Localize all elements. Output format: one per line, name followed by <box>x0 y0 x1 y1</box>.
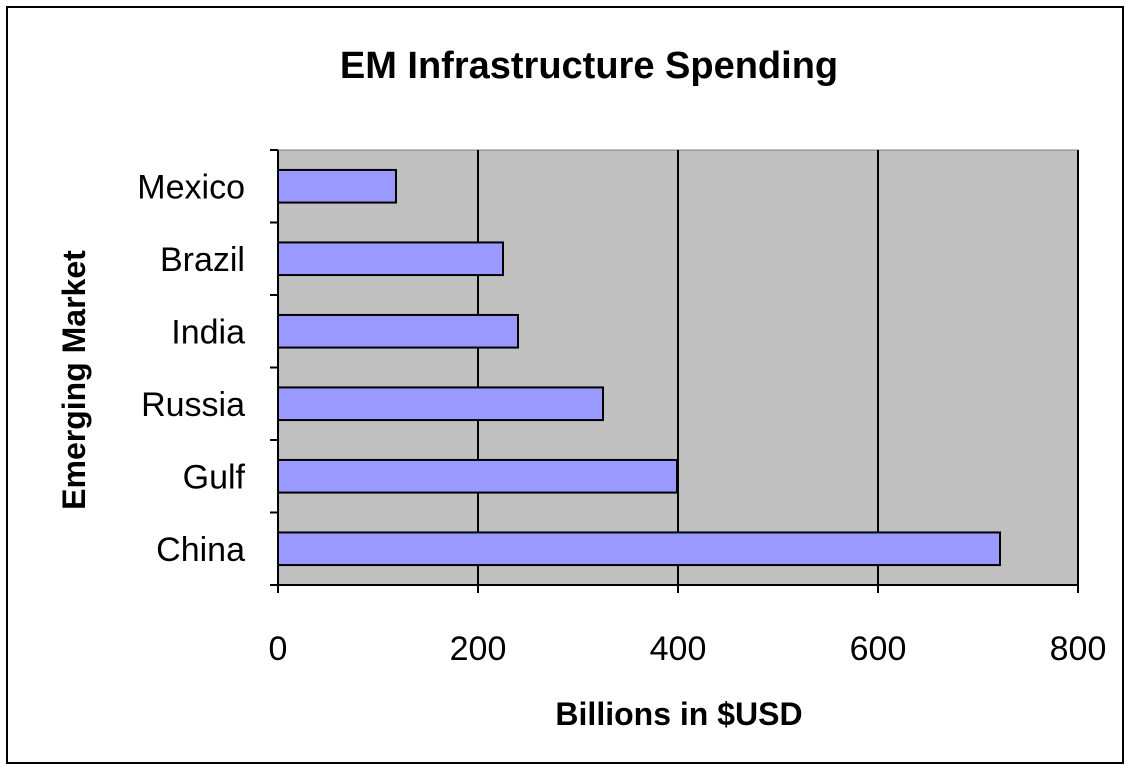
x-tick-label-600: 600 <box>850 630 907 668</box>
x-tick-labels: 0 200 400 600 800 <box>269 630 1107 668</box>
bar-india <box>277 313 519 349</box>
x-tick-label-800: 800 <box>1050 630 1107 668</box>
gridlines <box>477 150 1079 585</box>
y-tick-label-mexico: Mexico <box>137 168 245 206</box>
bar-chart: EM Infrastructure Spending Mexico Brazil I… <box>56 45 1107 732</box>
axes <box>270 149 1079 593</box>
y-tick-label-brazil: Brazil <box>160 241 245 279</box>
y-tick-label-gulf: Gulf <box>183 458 246 496</box>
x-tick-label-200: 200 <box>450 630 507 668</box>
bar-brazil <box>277 241 504 277</box>
bar-gulf <box>277 458 678 494</box>
x-tick-label-0: 0 <box>269 630 288 668</box>
plot-area: Mexico Brazil India Russia Gulf China 0 200 400… <box>137 149 1107 668</box>
bar-mexico <box>277 168 397 204</box>
chart-frame: EM Infrastructure Spending Mexico Brazil I… <box>6 6 1124 764</box>
y-tick-label-china: China <box>156 531 245 569</box>
x-axis-title: Billions in $USD <box>555 696 802 732</box>
bar-russia <box>277 386 604 422</box>
bars <box>277 168 1001 567</box>
y-tick-label-india: India <box>171 313 245 351</box>
y-axis-title: Emerging Market <box>56 250 92 510</box>
bar-china <box>277 531 1001 567</box>
x-tick-label-400: 400 <box>650 630 707 668</box>
y-tick-labels: Mexico Brazil India Russia Gulf China <box>137 168 245 569</box>
y-tick-label-russia: Russia <box>141 386 245 424</box>
chart-title: EM Infrastructure Spending <box>340 45 838 87</box>
